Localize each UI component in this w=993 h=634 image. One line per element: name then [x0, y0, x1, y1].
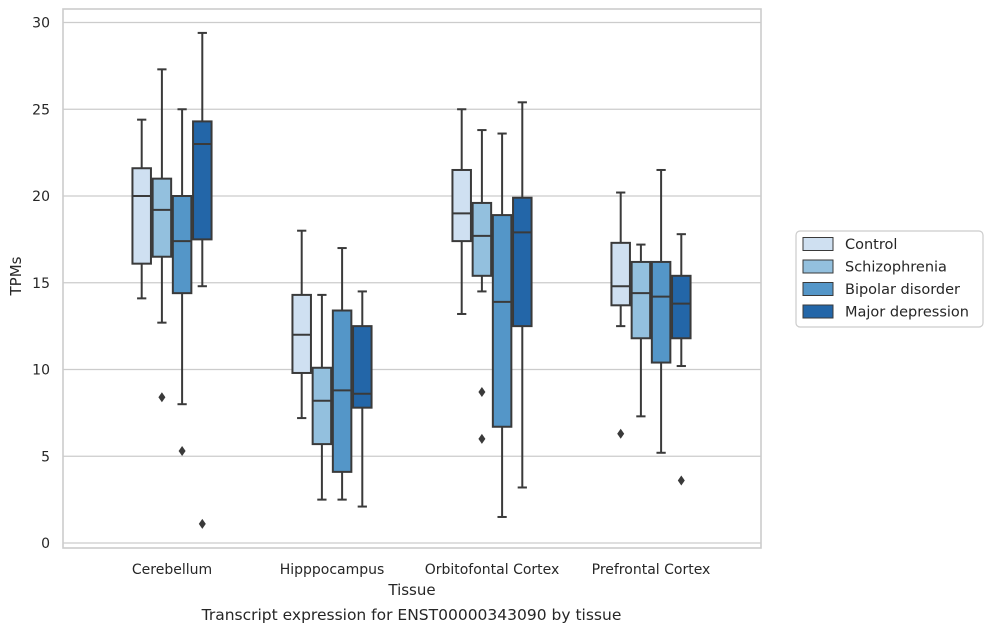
outlier-point — [478, 387, 486, 398]
outlier-point — [198, 518, 206, 529]
box-body — [512, 196, 533, 328]
box-body — [171, 195, 193, 295]
outlier-point — [677, 475, 685, 486]
box-body — [352, 325, 373, 409]
legend: Control Schizophrenia Bipolar disorder Majo… — [795, 230, 984, 328]
box-body — [311, 366, 333, 446]
y-tick-label: 20 — [32, 189, 50, 205]
box-control-2 — [451, 108, 472, 315]
y-tick-label: 5 — [41, 449, 50, 465]
outlier-point — [178, 446, 186, 457]
outlier-point — [478, 433, 486, 444]
box-body — [671, 274, 692, 340]
box-schizophrenia-0 — [151, 68, 173, 403]
box-control-1 — [291, 229, 312, 420]
legend-label: Major depression — [845, 305, 969, 321]
legend-swatch — [802, 259, 834, 274]
y-axis-title: TPMs — [7, 256, 25, 296]
box-body — [630, 260, 652, 340]
y-axis-ticks: 0 5 10 15 20 25 30 — [32, 16, 50, 553]
legend-label: Bipolar disorder — [845, 282, 960, 298]
x-tick-label: Orbitofontal Cortex — [425, 562, 560, 578]
box-control-0 — [131, 118, 152, 300]
box-body — [451, 168, 472, 243]
box-bipolar-disorder-3 — [650, 168, 672, 454]
legend-label: Schizophrenia — [845, 260, 947, 276]
legend-swatch — [802, 237, 834, 251]
box-bipolar-disorder-0 — [171, 108, 193, 457]
y-tick-label: 25 — [32, 102, 50, 118]
x-tick-label: Prefrontal Cortex — [592, 562, 711, 578]
legend-frame — [795, 230, 984, 328]
outlier-point — [158, 392, 166, 403]
box-major-depression-1 — [352, 290, 373, 508]
box-major-depression-3 — [671, 233, 692, 486]
y-tick-label: 0 — [41, 536, 50, 552]
box-body — [151, 177, 173, 258]
box-body — [131, 167, 152, 265]
outlier-point — [617, 428, 625, 439]
legend-label: Control — [845, 237, 897, 253]
box-schizophrenia-1 — [311, 293, 333, 501]
box-series — [131, 31, 692, 529]
box-schizophrenia-2 — [471, 129, 493, 444]
y-tick-label: 10 — [32, 363, 50, 379]
box-body — [471, 201, 493, 277]
chart-caption: Transcript expression for ENST0000034309… — [201, 606, 622, 624]
x-tick-label: Cerebellum — [132, 562, 212, 578]
y-tick-label: 30 — [32, 16, 50, 32]
box-body — [650, 260, 672, 364]
box-major-depression-0 — [192, 31, 213, 529]
x-axis-title: Tissue — [387, 581, 435, 599]
box-bipolar-disorder-1 — [331, 247, 353, 501]
box-body — [491, 214, 513, 428]
x-axis-ticks: Cerebellum Hipppocampus Orbitofontal Corte… — [132, 562, 710, 578]
box-schizophrenia-3 — [630, 243, 652, 418]
box-body — [192, 120, 213, 241]
plot-frame — [62, 8, 762, 549]
legend-swatch — [802, 282, 834, 296]
legend-swatch — [802, 304, 834, 319]
x-tick-label: Hipppocampus — [280, 562, 385, 578]
box-bipolar-disorder-2 — [491, 132, 513, 518]
box-major-depression-2 — [512, 101, 533, 489]
box-control-3 — [610, 191, 631, 439]
box-body — [610, 241, 631, 307]
y-tick-label: 15 — [32, 276, 50, 292]
